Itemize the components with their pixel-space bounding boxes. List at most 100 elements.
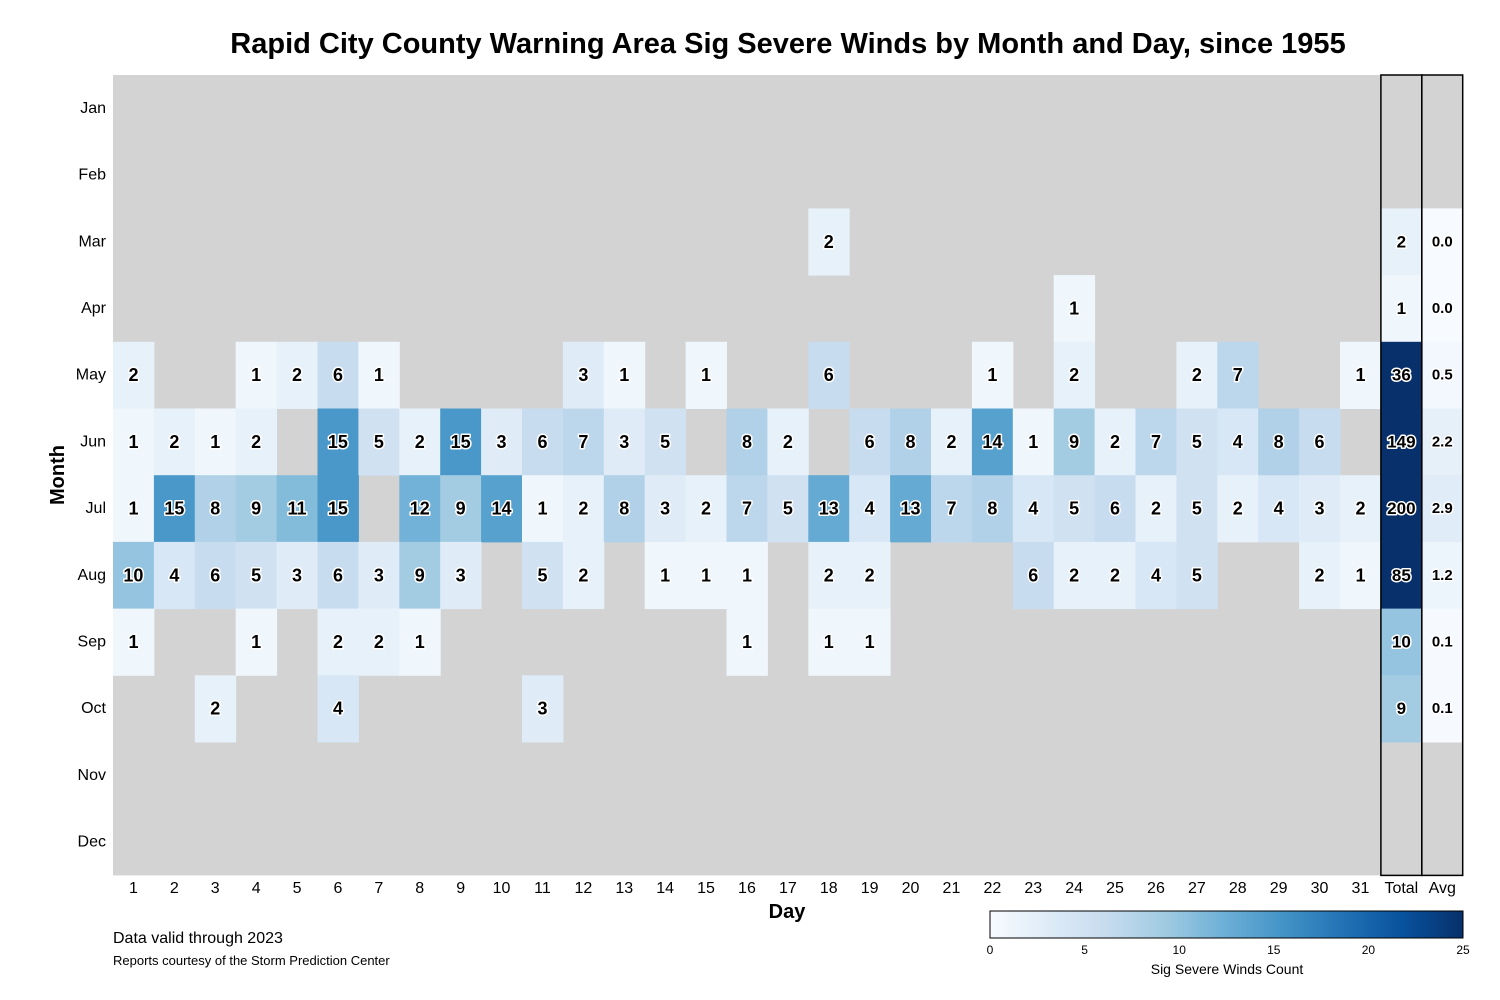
heatmap-cell	[235, 608, 278, 676]
heatmap-cell	[317, 408, 359, 476]
heatmap-cell	[971, 408, 1014, 476]
heatmap-cell	[440, 541, 482, 610]
heatmap-cell	[522, 675, 564, 743]
x-tick-label: 28	[1229, 880, 1247, 897]
total-cell	[1380, 475, 1423, 543]
cell-value-label: 8	[742, 432, 752, 452]
x-tick-label: 4	[252, 880, 261, 897]
avg-cell	[1421, 475, 1464, 543]
heatmap-cell	[1012, 408, 1055, 476]
heatmap-cell	[808, 341, 850, 409]
heatmap-cell	[235, 475, 278, 543]
cell-value-label: 6	[537, 432, 547, 452]
cell-value-label: 2	[578, 565, 588, 585]
heatmap-cell	[153, 475, 196, 543]
cell-value-label: 12	[410, 499, 430, 519]
cell-value-label: 15	[451, 432, 471, 452]
y-tick-label: Jun	[80, 433, 106, 450]
cell-value-label: 8	[1274, 432, 1284, 452]
heatmap-cell	[1094, 408, 1136, 476]
x-tick-label: 19	[861, 880, 879, 897]
heatmap-cell	[1217, 475, 1259, 543]
x-tick-label: 29	[1270, 880, 1288, 897]
heatmap-cell	[235, 408, 278, 476]
heatmap-cell	[399, 475, 441, 543]
heatmap-cell	[1053, 475, 1096, 543]
chart-title: Rapid City County Warning Area Sig Sever…	[230, 28, 1346, 60]
colorbar-tick-label: 5	[1081, 943, 1088, 957]
total-value-label: 10	[1392, 632, 1411, 651]
cell-value-label: 1	[210, 432, 220, 452]
heatmap-cell	[685, 341, 727, 409]
cell-value-label: 5	[1192, 432, 1202, 452]
cell-value-label: 5	[374, 432, 384, 452]
heatmap-cell	[317, 608, 359, 676]
total-value-label: 149	[1387, 432, 1415, 451]
total-cell	[1380, 675, 1423, 743]
heatmap-cell	[113, 608, 155, 676]
cell-value-label: 1	[1355, 365, 1365, 385]
cell-value-label: 2	[128, 365, 138, 385]
cell-value-label: 6	[210, 565, 220, 585]
cell-value-label: 9	[251, 499, 261, 519]
heatmap-cell	[726, 541, 768, 610]
cell-value-label: 6	[1315, 432, 1325, 452]
cell-value-label: 2	[1233, 499, 1243, 519]
x-tick-label: 3	[211, 880, 220, 897]
heatmap-cell	[194, 475, 237, 543]
heatmap-cell	[644, 541, 687, 610]
cell-value-label: 1	[128, 432, 138, 452]
cell-value-label: 1	[415, 632, 425, 652]
cell-value-label: 5	[783, 499, 793, 519]
cell-value-label: 1	[701, 565, 711, 585]
y-tick-label: Mar	[78, 233, 106, 250]
y-axis-ticks: Jan Feb Mar Apr May Jun Jul Aug Sep Oct Nov Dec	[76, 100, 107, 851]
heatmap-cell	[113, 341, 155, 409]
heatmap-cell	[153, 408, 196, 476]
avg-cell	[1421, 541, 1464, 610]
cell-value-label: 2	[374, 632, 384, 652]
heatmap-cell	[113, 408, 155, 476]
heatmap-cell	[358, 341, 400, 409]
cell-value-label: 6	[333, 565, 343, 585]
colorbar-ticks: 0 5 10 15 20 25	[987, 943, 1470, 957]
cell-value-label: 6	[1110, 499, 1120, 519]
x-tick-label: 9	[456, 880, 465, 897]
cell-value-label: 1	[660, 565, 670, 585]
heatmap-cell	[1053, 541, 1096, 610]
cell-value-label: 4	[1028, 499, 1038, 519]
x-tick-label: 22	[983, 880, 1001, 897]
heatmap-cell	[849, 541, 891, 610]
heatmap-cell	[235, 341, 278, 409]
x-tick-label: 1	[129, 880, 138, 897]
avg-column-frame	[1421, 74, 1464, 877]
cell-value-label: 13	[819, 499, 839, 519]
x-axis-ticks: 1 2 3 4 5 6 7 8 9 10 11 12 13 14 15 16 17 18 19 20 21 22 23 24 2…	[129, 880, 1456, 897]
total-cell	[1380, 275, 1423, 343]
heatmap-cell	[1094, 475, 1136, 543]
heatmap-cell	[1258, 408, 1300, 476]
cell-value-label: 6	[824, 365, 834, 385]
x-tick-label: 2	[170, 880, 179, 897]
x-tick-label: 15	[697, 880, 715, 897]
y-tick-label: Nov	[78, 767, 106, 784]
colorbar-tick-label: 25	[1456, 943, 1470, 957]
x-tick-label: 5	[293, 880, 302, 897]
avg-value-label: 2.9	[1432, 500, 1453, 517]
cell-value-label: 7	[1151, 432, 1161, 452]
cell-value-label: 1	[742, 565, 752, 585]
cell-value-label: 8	[619, 499, 629, 519]
cell-value-label: 1	[537, 499, 547, 519]
cell-value-label: 6	[865, 432, 875, 452]
avg-value-label: 0.1	[1432, 700, 1453, 717]
colorbar-label: Sig Severe Winds Count	[1150, 961, 1304, 977]
heatmap-cell	[644, 408, 687, 476]
cell-value-label: 1	[824, 632, 834, 652]
x-tick-label: 14	[656, 880, 674, 897]
x-axis-label: Day	[769, 901, 807, 923]
cell-value-label: 15	[328, 499, 348, 519]
cell-value-label: 10	[123, 565, 143, 585]
heatmap-cell	[153, 541, 196, 610]
heatmap-cell	[276, 541, 318, 610]
x-tick-label: 23	[1024, 880, 1042, 897]
